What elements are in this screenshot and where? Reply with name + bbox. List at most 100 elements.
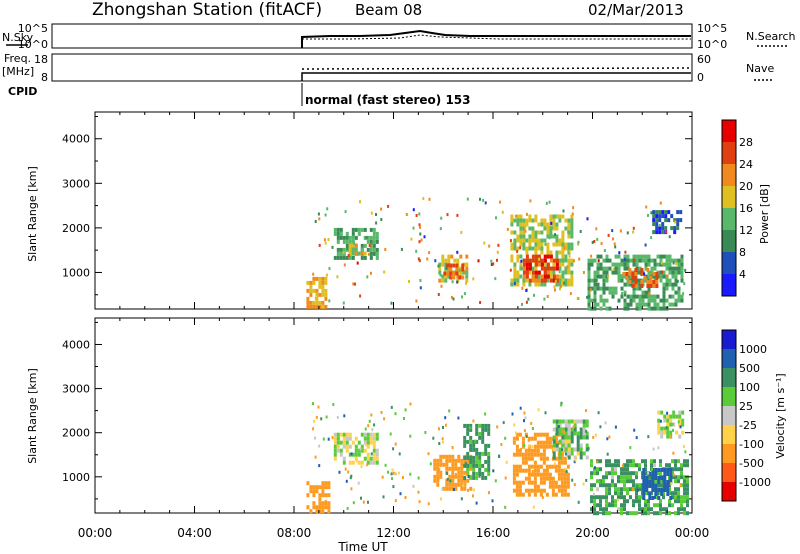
- echo-cell: [665, 426, 668, 430]
- echo-cell: [626, 487, 629, 492]
- echo-cell: [472, 471, 476, 476]
- echo-cell: [680, 254, 684, 259]
- echo-cell: [463, 482, 467, 487]
- echo-cell: [339, 227, 343, 232]
- echo-cell: [534, 278, 538, 283]
- echo-cell: [668, 254, 672, 259]
- echo-cell: [563, 430, 566, 434]
- echo-cell: [647, 213, 649, 217]
- echo-cell: [515, 464, 519, 469]
- echo-cell: [668, 262, 672, 267]
- echo-cell: [537, 242, 541, 247]
- echo-cell: [368, 244, 371, 247]
- echo-cell: [608, 459, 611, 464]
- echo-cell: [433, 458, 437, 463]
- echo-cell: [626, 475, 629, 480]
- y-tick-label: 2000: [62, 222, 90, 235]
- echo-cell: [528, 262, 532, 267]
- echo-cell: [394, 499, 397, 503]
- echo-cell: [579, 435, 583, 440]
- echo-cell: [491, 499, 494, 503]
- echo-cell: [650, 306, 654, 311]
- echo-cell: [460, 497, 463, 501]
- echo-cell: [537, 246, 541, 251]
- echo-cell: [647, 286, 651, 291]
- echo-cell: [561, 234, 565, 239]
- echo-cell: [570, 282, 574, 287]
- echo-cell: [321, 284, 325, 289]
- y-tick-label: 3000: [62, 383, 90, 396]
- echo-cell: [680, 507, 683, 512]
- echo-cell: [564, 435, 568, 440]
- echo-cell: [345, 235, 349, 240]
- echo-cell: [659, 463, 662, 468]
- echo-cell: [579, 455, 583, 460]
- echo-cell: [603, 249, 606, 252]
- echo-cell: [608, 286, 612, 291]
- echo-cell: [563, 476, 567, 481]
- echo-cell: [608, 503, 611, 508]
- echo-cell: [636, 484, 639, 488]
- echo-cell: [599, 499, 602, 504]
- echo-cell: [593, 286, 597, 291]
- echo-cell: [650, 270, 654, 275]
- echo-cell: [516, 238, 520, 243]
- echo-cell: [315, 292, 319, 297]
- time-tick-label: 12:00: [376, 526, 411, 540]
- echo-cell: [650, 463, 653, 468]
- echo-cell: [620, 258, 624, 263]
- echo-cell: [561, 427, 565, 432]
- echo-cell: [641, 290, 645, 295]
- echo-cell: [587, 302, 591, 307]
- echo-cell: [533, 468, 537, 473]
- echo-cell: [646, 268, 650, 272]
- echo-cell: [463, 470, 467, 475]
- echo-cell: [543, 238, 547, 243]
- echo-cell: [686, 511, 689, 516]
- echo-cell: [446, 471, 448, 475]
- echo-cell: [537, 408, 540, 412]
- echo-cell: [525, 262, 529, 267]
- echo-cell: [632, 499, 635, 504]
- echo-cell: [656, 503, 659, 508]
- echo-cell: [633, 284, 636, 288]
- echo-cell: [653, 258, 657, 263]
- echo-cell: [402, 476, 404, 480]
- echo-cell: [669, 430, 673, 435]
- echo-cell: [549, 226, 553, 231]
- echo-cell: [522, 218, 526, 223]
- echo-cell: [681, 430, 685, 435]
- echo-cell: [570, 431, 574, 436]
- echo-cell: [587, 274, 591, 279]
- echo-cell: [322, 437, 325, 441]
- echo-cell: [552, 451, 556, 456]
- echo-cell: [602, 302, 606, 307]
- echo-cell: [607, 233, 610, 237]
- echo-cell: [339, 247, 343, 252]
- echo-cell: [546, 250, 550, 255]
- echo-cell: [312, 288, 316, 293]
- echo-cell: [614, 499, 617, 504]
- echo-cell: [533, 452, 537, 457]
- echo-cell: [466, 463, 470, 468]
- echo-cell: [617, 298, 621, 303]
- echo-cell: [654, 476, 658, 480]
- echo-cell: [605, 274, 609, 279]
- echo-cell: [463, 455, 467, 460]
- echo-cell: [602, 475, 605, 480]
- echo-cell: [546, 266, 550, 271]
- echo-cell: [623, 257, 626, 261]
- power-colorbar-tick: 4: [739, 268, 746, 281]
- echo-cell: [672, 422, 676, 427]
- power-colorbar-tick: 28: [739, 136, 753, 149]
- echo-cell: [445, 458, 449, 463]
- echo-cell: [451, 458, 455, 463]
- echo-cell: [635, 475, 638, 480]
- echo-cell: [671, 475, 674, 480]
- echo-cell: [542, 460, 546, 465]
- echo-cell: [656, 306, 660, 311]
- echo-cell: [444, 423, 447, 427]
- echo-cell: [448, 458, 452, 463]
- echo-cell: [605, 463, 608, 468]
- echo-cell: [539, 432, 543, 437]
